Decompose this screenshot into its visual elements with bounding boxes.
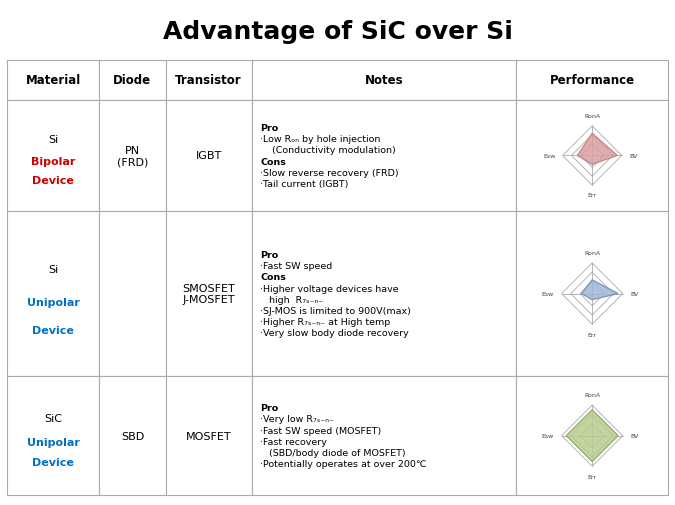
- Text: Cons: Cons: [261, 273, 286, 282]
- Bar: [7, 61, 99, 101]
- Text: ·Potentially operates at over 200℃: ·Potentially operates at over 200℃: [261, 459, 427, 468]
- Text: Unipolar: Unipolar: [26, 437, 80, 447]
- Bar: [516, 101, 668, 211]
- Text: Si: Si: [48, 135, 58, 144]
- Text: ·Low Rₒₙ by hole injection: ·Low Rₒₙ by hole injection: [261, 135, 381, 144]
- Bar: [252, 211, 516, 377]
- Text: Cons: Cons: [261, 157, 286, 166]
- Text: SiC: SiC: [44, 413, 62, 423]
- Text: Material: Material: [26, 74, 81, 87]
- Text: ·Fast recovery: ·Fast recovery: [261, 437, 327, 446]
- Bar: [165, 101, 252, 211]
- Text: Notes: Notes: [364, 74, 403, 87]
- Text: Device: Device: [32, 325, 74, 335]
- Text: Pro: Pro: [261, 250, 279, 260]
- Bar: [516, 61, 668, 101]
- Bar: [99, 61, 165, 101]
- Bar: [252, 377, 516, 495]
- Text: Pro: Pro: [261, 403, 279, 413]
- Text: RonA: RonA: [584, 251, 600, 256]
- Polygon shape: [566, 410, 618, 462]
- Text: SMOSFET
J-MOSFET: SMOSFET J-MOSFET: [182, 283, 235, 305]
- Text: BV: BV: [630, 433, 639, 438]
- Bar: [7, 101, 99, 211]
- Bar: [165, 377, 252, 495]
- Text: MOSFET: MOSFET: [186, 431, 232, 441]
- Bar: [99, 101, 165, 211]
- Text: RonA: RonA: [584, 393, 600, 398]
- Text: Diode: Diode: [113, 74, 151, 87]
- Bar: [165, 61, 252, 101]
- Text: Pro: Pro: [261, 124, 279, 133]
- Bar: [99, 377, 165, 495]
- Text: (SBD/body diode of MOSFET): (SBD/body diode of MOSFET): [261, 448, 406, 457]
- Text: Err: Err: [588, 193, 597, 198]
- Text: Device: Device: [32, 457, 74, 467]
- Text: Unipolar: Unipolar: [26, 297, 80, 307]
- Text: Transistor: Transistor: [176, 74, 242, 87]
- Text: ·SJ-MOS is limited to 900V(max): ·SJ-MOS is limited to 900V(max): [261, 306, 411, 315]
- Text: ·Slow reverse recovery (FRD): ·Slow reverse recovery (FRD): [261, 168, 399, 177]
- Text: ·Fast SW speed (MOSFET): ·Fast SW speed (MOSFET): [261, 426, 381, 435]
- Polygon shape: [577, 134, 618, 165]
- Text: BV: BV: [630, 291, 639, 296]
- Bar: [7, 211, 99, 377]
- Text: Performance: Performance: [549, 74, 634, 87]
- Polygon shape: [581, 280, 618, 300]
- Text: (Conductivity modulation): (Conductivity modulation): [261, 146, 396, 155]
- Text: IGBT: IGBT: [195, 151, 221, 161]
- Bar: [252, 61, 516, 101]
- Text: Err: Err: [588, 474, 597, 479]
- Bar: [165, 211, 252, 377]
- Text: ·Fast SW speed: ·Fast SW speed: [261, 262, 333, 271]
- Bar: [252, 101, 516, 211]
- Bar: [516, 211, 668, 377]
- Text: BV: BV: [629, 154, 637, 159]
- Bar: [516, 377, 668, 495]
- Text: Esw: Esw: [542, 291, 554, 296]
- Text: Esw: Esw: [542, 433, 554, 438]
- Text: high  R₇ₛ₋ₙ₋: high R₇ₛ₋ₙ₋: [261, 295, 323, 304]
- Text: ·Higher R₇ₛ₋ₙ₋ at High temp: ·Higher R₇ₛ₋ₙ₋ at High temp: [261, 317, 391, 326]
- Text: ·Very low R₇ₛ₋ₙ₋: ·Very low R₇ₛ₋ₙ₋: [261, 415, 334, 424]
- Bar: [99, 211, 165, 377]
- Text: RonA: RonA: [584, 114, 600, 119]
- Text: ·Higher voltage devices have: ·Higher voltage devices have: [261, 284, 399, 293]
- Text: Err: Err: [588, 332, 597, 337]
- Text: Advantage of SiC over Si: Advantage of SiC over Si: [163, 20, 512, 44]
- Text: PN
(FRD): PN (FRD): [117, 145, 148, 167]
- Text: ·Very slow body diode recovery: ·Very slow body diode recovery: [261, 328, 409, 337]
- Text: Si: Si: [48, 264, 58, 274]
- Text: Device: Device: [32, 175, 74, 185]
- Text: Bipolar: Bipolar: [31, 157, 75, 167]
- Text: ·Tail current (IGBT): ·Tail current (IGBT): [261, 179, 349, 188]
- Bar: [7, 377, 99, 495]
- Text: SBD: SBD: [121, 431, 144, 441]
- Text: Esw: Esw: [543, 154, 555, 159]
